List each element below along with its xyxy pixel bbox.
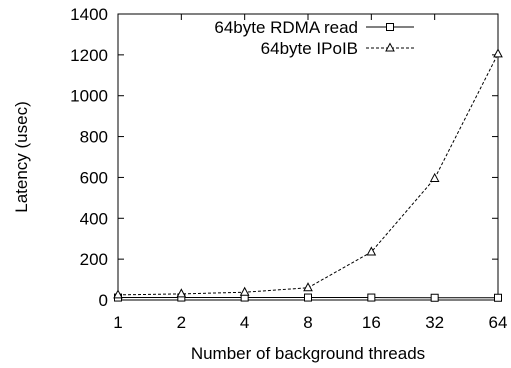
- x-tick-label: 2: [177, 313, 186, 332]
- legend-entry: 64byte RDMA read: [214, 18, 414, 37]
- x-tick-label: 1: [113, 313, 122, 332]
- y-tick-label: 600: [80, 168, 108, 187]
- legend-entry: 64byte IPoIB: [261, 39, 414, 58]
- y-tick-label: 1200: [70, 46, 108, 65]
- x-tick-label: 4: [240, 313, 249, 332]
- data-point: [304, 293, 312, 302]
- legend-label: 64byte IPoIB: [261, 39, 358, 58]
- data-point: [367, 293, 376, 302]
- legend-label: 64byte RDMA read: [214, 18, 358, 37]
- data-point: [239, 286, 250, 296]
- y-tick-label: 1400: [70, 5, 108, 24]
- legend-marker: [385, 42, 395, 52]
- data-point: [494, 293, 502, 302]
- y-tick-label: 1000: [70, 87, 108, 106]
- series-line: [117, 53, 499, 296]
- y-tick-label: 0: [99, 291, 108, 310]
- x-axis-label: Number of background threads: [191, 344, 425, 363]
- x-tick-label: 64: [489, 313, 508, 332]
- data-point: [430, 293, 439, 302]
- series-2: [113, 48, 503, 299]
- y-tick-label: 800: [80, 128, 108, 147]
- data-point: [176, 288, 187, 298]
- x-tick-label: 8: [303, 313, 312, 332]
- x-tick-label: 32: [425, 313, 444, 332]
- y-axis-label: Latency (usec): [12, 101, 31, 213]
- data-point: [366, 246, 377, 256]
- data-point: [303, 282, 313, 292]
- data-point: [113, 289, 123, 299]
- data-point: [493, 48, 503, 58]
- y-tick-label: 200: [80, 250, 108, 269]
- data-point: [429, 172, 440, 182]
- x-tick-label: 16: [362, 313, 381, 332]
- y-tick-label: 400: [80, 209, 108, 228]
- legend-marker: [386, 23, 394, 31]
